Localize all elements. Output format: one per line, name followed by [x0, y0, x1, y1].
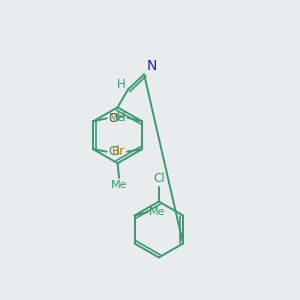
Text: H: H	[117, 111, 125, 124]
Text: H: H	[117, 78, 126, 91]
Text: Me: Me	[149, 207, 166, 217]
Text: Me: Me	[111, 180, 127, 190]
Text: Cl: Cl	[153, 172, 165, 185]
Text: Cl: Cl	[109, 145, 120, 158]
Text: O: O	[108, 112, 117, 125]
Text: Br: Br	[112, 145, 125, 158]
Text: N: N	[146, 59, 157, 73]
Text: Me: Me	[109, 113, 125, 123]
